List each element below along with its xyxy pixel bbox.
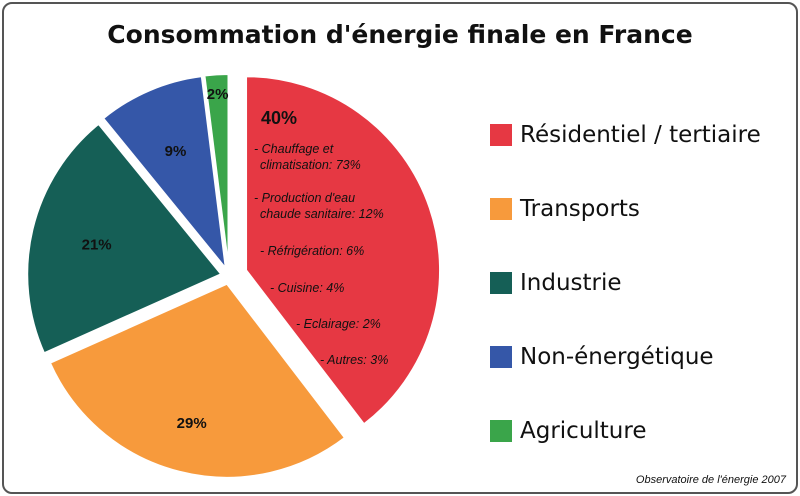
slice-value-label-agriculture: 2%	[207, 86, 229, 103]
legend-label: Transports	[520, 196, 640, 222]
legend-item-industrie: Industrie	[490, 265, 622, 301]
annotation-line: - Chauffage et	[254, 142, 334, 156]
legend-swatch	[490, 420, 512, 442]
legend-label: Résidentiel / tertiaire	[520, 122, 761, 148]
pie-slice-transports	[48, 282, 347, 479]
legend-swatch	[490, 124, 512, 146]
pie-slice-industrie	[26, 122, 223, 355]
legend-label: Agriculture	[520, 418, 647, 444]
pie-slice-non-energetique	[101, 75, 228, 272]
slice-value-label-transports: 29%	[177, 415, 207, 432]
legend-label: Non-énergétique	[520, 344, 714, 370]
annotation-line: - Cuisine: 4%	[270, 281, 344, 295]
source-note: Observatoire de l'énergie 2007	[635, 474, 786, 486]
slice-value-label-non-energetique: 9%	[165, 143, 187, 160]
pie-slice-residentiel-tertiaire	[245, 75, 441, 426]
legend-item-transports: Transports	[490, 191, 640, 227]
legend-item-non-energetique: Non-énergétique	[490, 339, 714, 375]
annotation-line: - Eclairage: 2%	[296, 317, 381, 331]
annotation-line: - Production d'eau	[254, 191, 355, 205]
legend-swatch	[490, 272, 512, 294]
pie-chart: 40% 29% 21% 9% 2% - Chauffage et climatisation…	[26, 73, 441, 479]
annotation-line: climatisation: 73%	[260, 158, 361, 172]
chart-title: Consommation d'énergie finale en France	[107, 20, 693, 49]
legend-item-residentiel-tertiaire: Résidentiel / tertiaire	[490, 117, 761, 153]
legend-label: Industrie	[520, 270, 622, 296]
slice-value-label-residentiel-tertiaire: 40%	[261, 108, 297, 128]
annotation-line: - Réfrigération: 6%	[260, 244, 364, 258]
legend-swatch	[490, 346, 512, 368]
legend-item-agriculture: Agriculture	[490, 413, 647, 449]
annotation-line: chaude sanitaire: 12%	[260, 207, 384, 221]
legend-swatch	[490, 198, 512, 220]
annotation-line: - Autres: 3%	[320, 353, 388, 367]
pie-slice-agriculture	[203, 73, 230, 269]
slice-value-label-industrie: 21%	[82, 237, 112, 254]
